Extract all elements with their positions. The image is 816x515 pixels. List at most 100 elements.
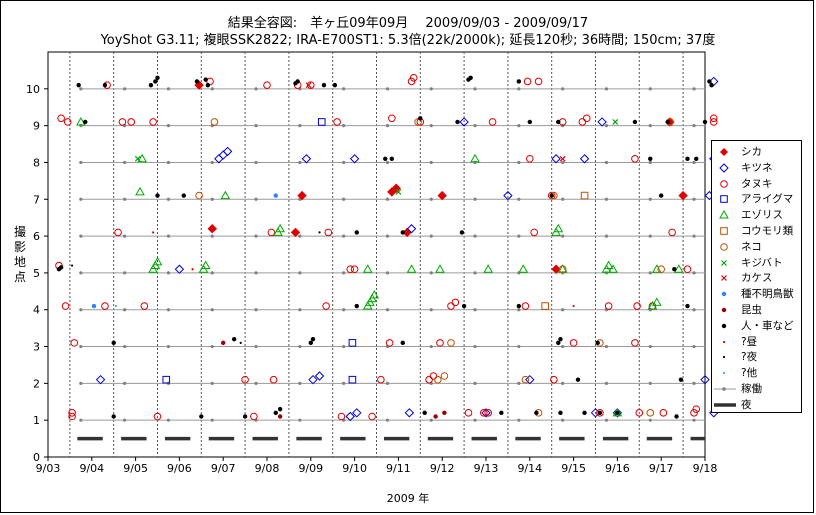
operation-dot: [298, 234, 302, 238]
point-person-car: [549, 193, 554, 198]
legend-symbol: [722, 356, 726, 359]
legend-item-ezorisu: エゾリス: [712, 208, 802, 222]
point-unknown-day: [191, 268, 194, 271]
operation-dot: [342, 87, 346, 91]
operation-dot: [429, 418, 433, 422]
point-tanuki: [368, 412, 376, 421]
point-kitsune: [525, 374, 535, 385]
point-person-car: [685, 303, 690, 309]
point-person-car: [674, 414, 679, 419]
operation-dot: [648, 271, 652, 275]
legend-symbol: [721, 323, 727, 328]
legend-symbol: [720, 242, 728, 251]
x-tick-label: 9/10: [342, 462, 367, 475]
x-tick-label: 9/12: [430, 462, 455, 475]
point-person-car: [558, 336, 563, 342]
operation-dot: [79, 234, 83, 238]
point-person-car: [702, 119, 708, 125]
point-tanuki: [57, 114, 65, 123]
legend-label: ?夜: [741, 351, 758, 364]
point-kakesu: [559, 155, 566, 162]
operation-dot: [254, 87, 258, 91]
legend-symbol: [722, 372, 726, 375]
x-tick-label: 9/03: [36, 462, 61, 475]
point-tanuki: [631, 154, 639, 163]
point-tanuki: [464, 409, 473, 417]
point-tanuki: [407, 77, 416, 86]
point-tanuki: [307, 81, 315, 89]
operation-dot: [429, 87, 433, 91]
operation-dot: [210, 87, 214, 91]
point-person-car: [461, 303, 467, 309]
point-person-car: [534, 410, 539, 416]
legend-label: 稼働: [741, 383, 762, 395]
operation-dot: [692, 308, 696, 312]
legend-label: ?昼: [741, 335, 758, 348]
operation-dot: [342, 124, 346, 128]
operation-dot: [123, 234, 127, 238]
point-person-car: [665, 119, 670, 125]
legend-item-kitsune: キツネ: [712, 161, 802, 175]
operation-dot: [692, 124, 696, 128]
legend-label: エゾリス: [741, 209, 783, 222]
point-tanuki: [127, 118, 136, 126]
point-unknown-day: [572, 304, 575, 308]
operation-dot: [210, 308, 214, 312]
operation-dot: [123, 344, 127, 349]
operation-dot: [342, 197, 346, 201]
point-tanuki: [692, 405, 701, 413]
y-tick-label: 2: [33, 377, 40, 390]
point-person-car: [354, 303, 359, 309]
point-araiguma: [317, 118, 326, 126]
x-tick-label: 9/18: [693, 462, 718, 475]
point-neko: [646, 409, 655, 417]
operation-dot: [648, 87, 652, 91]
point-tanuki: [269, 375, 278, 384]
legend-item-operation: 稼働: [712, 382, 802, 396]
legend-label: 夜: [741, 398, 752, 411]
point-ezorisu: [137, 153, 148, 163]
operation-dot: [79, 197, 83, 201]
point-tanuki: [263, 81, 271, 89]
operation-dot: [166, 160, 171, 165]
operation-dot: [604, 87, 609, 91]
operation-dot: [298, 308, 302, 312]
point-person-car: [648, 156, 653, 161]
y-tick-label: 9: [33, 120, 40, 133]
point-ezorisu: [135, 186, 145, 196]
point-person-car: [459, 230, 465, 235]
operation-dot: [123, 271, 127, 275]
operation-dot: [692, 197, 696, 201]
operation-dot: [429, 308, 433, 312]
point-unknown-animal: [273, 193, 278, 198]
point-unknown-animal: [91, 303, 97, 309]
operation-dot: [473, 87, 477, 91]
operation-dot: [473, 381, 477, 385]
point-person-car: [595, 340, 600, 346]
operation-dot: [79, 160, 83, 165]
point-person-car: [418, 116, 423, 121]
legend-label: シカ: [741, 146, 762, 158]
point-person-car: [76, 82, 81, 88]
operation-dot: [298, 124, 302, 128]
point-tanuki: [631, 339, 639, 347]
legend-label: ネコ: [741, 240, 762, 253]
operation-dot: [210, 197, 214, 201]
point-tanuki: [578, 118, 587, 126]
operation-dot: [254, 344, 258, 349]
point-person-car: [499, 410, 504, 416]
operation-dot: [692, 234, 696, 238]
operation-dot: [473, 418, 477, 422]
operation-dot: [385, 124, 390, 128]
point-unknown-other: [114, 304, 117, 308]
point-ezorisu: [651, 264, 662, 273]
operation-dot: [517, 308, 521, 312]
point-kitsune: [481, 408, 491, 418]
point-person-car: [455, 119, 460, 125]
point-person-car: [582, 410, 587, 416]
point-person-car: [400, 230, 405, 235]
operation-dot: [517, 87, 521, 91]
point-person-car: [273, 410, 278, 416]
point-ezorisu: [362, 264, 373, 273]
